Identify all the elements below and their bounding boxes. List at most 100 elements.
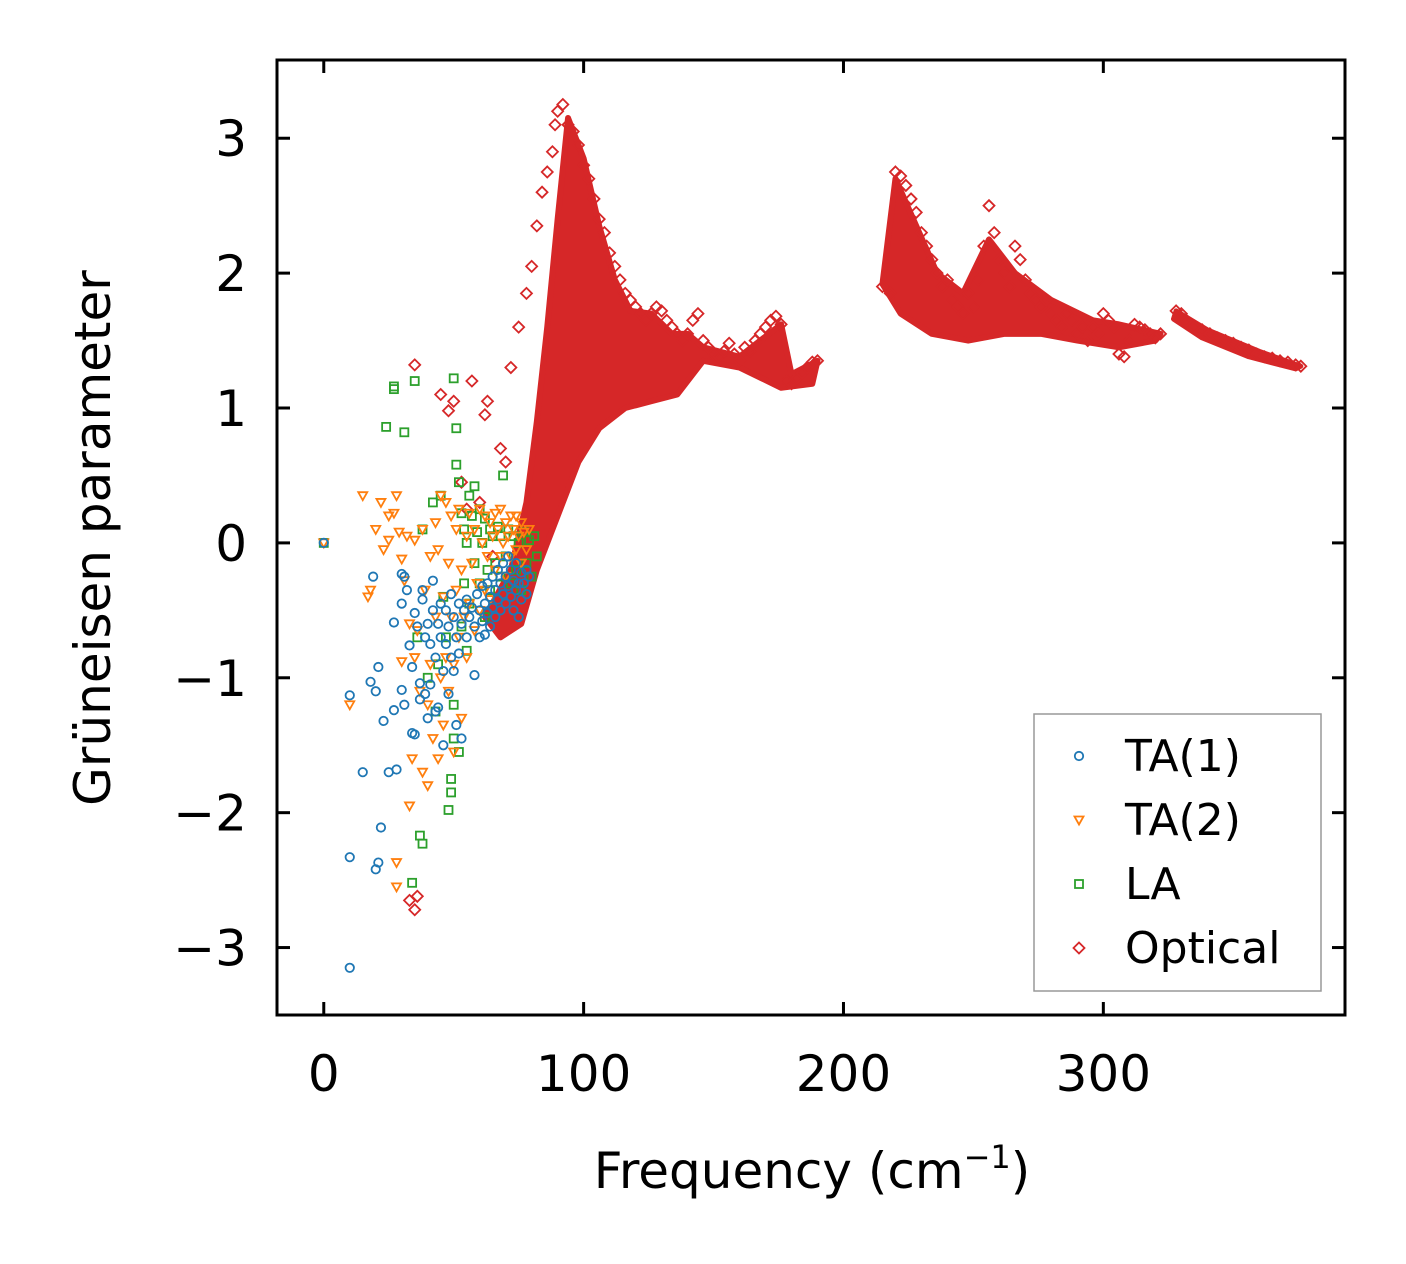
data-point [381,421,392,432]
legend-item: LA [1074,859,1181,910]
data-point [464,490,475,501]
data-point [925,252,939,267]
data-point [391,764,402,775]
data-point [477,580,488,592]
data-point [474,632,485,643]
data-point [406,754,419,766]
data-point [389,381,399,392]
data-point [421,700,434,712]
data-point [517,527,530,539]
data-point [407,358,422,372]
data-point [389,384,399,395]
series-ta-2- [317,491,536,894]
data-point [1226,336,1241,351]
data-point [435,632,446,643]
data-point [486,531,499,543]
data-point [422,713,433,724]
data-point [368,571,379,582]
data-point [438,740,449,751]
data-point [521,589,532,600]
data-point [582,171,596,186]
data-point [461,594,472,605]
data-point [505,591,516,602]
data-point [403,801,416,813]
data-point [344,852,355,863]
data-point [446,774,457,784]
data-point [961,286,975,301]
data-point [437,592,450,604]
data-point [344,690,355,701]
data-point [518,578,529,589]
data-point [571,138,586,152]
data-point [490,585,501,596]
data-point [523,571,535,582]
data-point [503,580,514,592]
data-point [482,564,493,575]
data-point [443,621,454,632]
data-point [469,621,480,632]
data-point [453,598,464,609]
data-point [402,893,417,908]
data-point [399,427,410,438]
data-point [373,661,384,673]
data-point [524,259,539,274]
data-point [956,306,970,321]
data-point [530,219,544,233]
data-point [977,239,991,253]
data-point [390,858,403,869]
data-point [437,720,450,732]
x-axis-label: Frequency (cm−1) [594,1138,1031,1200]
data-point [432,754,445,766]
data-point [382,535,395,547]
data-point [1054,320,1069,334]
data-point [1242,343,1256,357]
data-point [464,611,475,623]
data-point [930,266,944,280]
data-point [432,545,445,556]
data-point [448,665,459,677]
data-point [810,354,825,368]
data-point [424,659,437,671]
data-point [448,699,459,710]
legend-label: Optical [1125,923,1280,974]
data-point [412,621,423,632]
data-point [407,661,418,673]
data-point [409,729,420,740]
data-point [1018,273,1033,287]
data-point [445,511,458,523]
data-point [717,344,731,359]
data-point [382,511,395,523]
y-tick-label: 1 [215,380,247,438]
data-point [455,713,468,725]
data-point [516,567,527,578]
data-point [487,571,498,582]
data-point [1153,327,1168,341]
data-point [451,423,462,434]
legend-item: TA(1) [1073,731,1241,782]
data-point [587,192,601,206]
data-point [408,535,421,547]
data-point [1148,331,1163,345]
data-point [435,598,446,609]
legend: TA(1) TA(2) LA Optical [1033,713,1322,992]
series-ta-1- [318,537,535,973]
data-point [465,374,479,388]
data-point [511,564,521,575]
data-point [510,545,523,556]
data-point [409,376,420,386]
data-point [473,504,486,516]
data-point [399,699,410,710]
legend-label: LA [1125,859,1181,910]
data-point [443,805,454,815]
data-point [364,585,377,597]
data-point [1257,349,1272,364]
data-point [481,551,494,563]
data-point [476,538,489,550]
data-point [448,611,459,623]
data-point [408,653,421,664]
data-point [456,733,467,744]
data-point [416,525,429,536]
data-point [484,621,496,632]
data-point [489,508,502,520]
data-point [450,525,463,536]
